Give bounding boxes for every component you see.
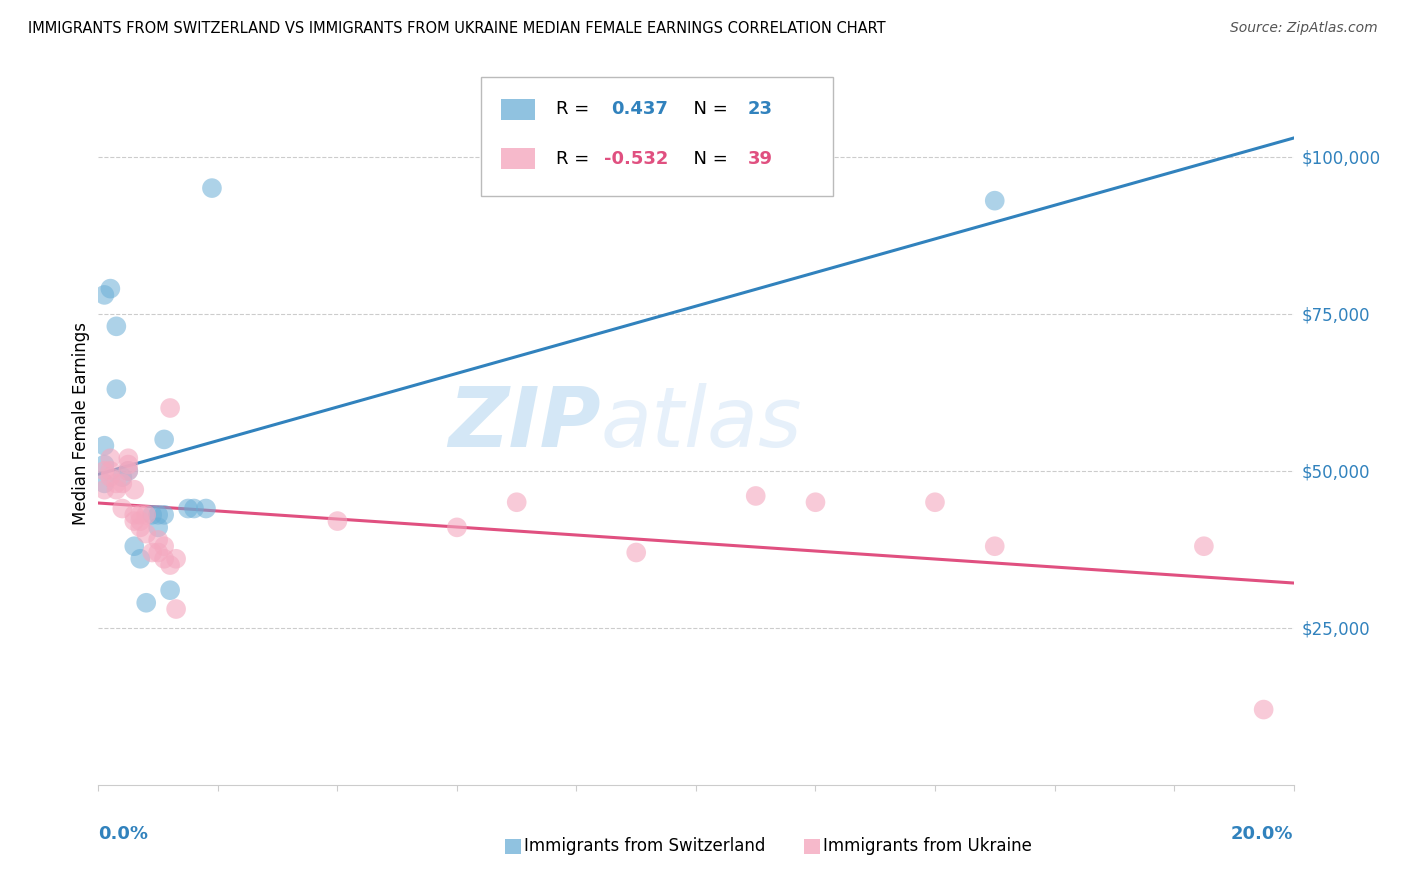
Text: -0.532: -0.532: [605, 150, 668, 168]
Text: Source: ZipAtlas.com: Source: ZipAtlas.com: [1230, 21, 1378, 35]
Point: [111, 476, 134, 491]
Point: [135, 526, 157, 541]
Point: [124, 508, 146, 522]
Point: [153, 508, 176, 522]
Point: [117, 464, 139, 478]
Text: 0.0%: 0.0%: [98, 825, 149, 843]
FancyBboxPatch shape: [804, 839, 820, 854]
Point: [141, 508, 163, 522]
Point: [129, 508, 152, 522]
FancyBboxPatch shape: [501, 148, 534, 169]
Point: [148, 520, 170, 534]
Point: [105, 319, 128, 334]
Point: [93, 483, 115, 497]
Point: [1192, 539, 1215, 553]
Text: 20.0%: 20.0%: [1232, 825, 1294, 843]
Point: [124, 483, 146, 497]
Point: [141, 545, 163, 559]
FancyBboxPatch shape: [505, 839, 522, 854]
Point: [129, 514, 152, 528]
Point: [148, 508, 170, 522]
Point: [148, 545, 170, 559]
Point: [93, 288, 115, 302]
Text: 23: 23: [748, 101, 772, 119]
Point: [93, 458, 115, 472]
Point: [159, 401, 181, 415]
Point: [93, 439, 115, 453]
Point: [148, 533, 170, 547]
Point: [111, 470, 134, 484]
Point: [984, 194, 1007, 208]
Point: [506, 495, 529, 509]
Point: [93, 464, 115, 478]
Point: [159, 558, 181, 572]
Point: [135, 596, 157, 610]
Point: [105, 483, 128, 497]
Text: R =: R =: [557, 150, 595, 168]
Point: [804, 495, 827, 509]
Point: [153, 433, 176, 447]
Point: [745, 489, 768, 503]
Text: 0.437: 0.437: [612, 101, 668, 119]
Point: [129, 551, 152, 566]
Point: [165, 551, 187, 566]
Y-axis label: Median Female Earnings: Median Female Earnings: [72, 322, 90, 525]
Point: [177, 501, 200, 516]
Point: [93, 476, 115, 491]
Text: IMMIGRANTS FROM SWITZERLAND VS IMMIGRANTS FROM UKRAINE MEDIAN FEMALE EARNINGS CO: IMMIGRANTS FROM SWITZERLAND VS IMMIGRANT…: [28, 21, 886, 36]
Point: [183, 501, 205, 516]
Text: ZIP: ZIP: [447, 384, 600, 464]
FancyBboxPatch shape: [481, 77, 834, 196]
Point: [98, 464, 122, 478]
Point: [98, 470, 122, 484]
Text: Immigrants from Switzerland: Immigrants from Switzerland: [524, 838, 765, 855]
Text: Immigrants from Ukraine: Immigrants from Ukraine: [823, 838, 1032, 855]
Text: atlas: atlas: [600, 384, 801, 464]
Point: [1253, 702, 1275, 716]
Point: [135, 508, 157, 522]
Point: [117, 451, 139, 466]
Point: [98, 282, 122, 296]
Point: [105, 476, 128, 491]
Text: N =: N =: [682, 101, 733, 119]
FancyBboxPatch shape: [501, 99, 534, 120]
Point: [165, 602, 187, 616]
Point: [124, 514, 146, 528]
Point: [626, 545, 648, 559]
Point: [984, 539, 1007, 553]
Point: [129, 520, 152, 534]
Point: [124, 539, 146, 553]
Point: [924, 495, 946, 509]
Text: 39: 39: [748, 150, 772, 168]
Point: [326, 514, 349, 528]
Point: [201, 181, 224, 195]
Text: R =: R =: [557, 101, 595, 119]
Text: N =: N =: [682, 150, 733, 168]
Point: [117, 464, 139, 478]
Point: [446, 520, 468, 534]
Point: [111, 501, 134, 516]
Point: [153, 551, 176, 566]
Point: [153, 539, 176, 553]
Point: [195, 501, 218, 516]
Point: [159, 583, 181, 598]
Point: [117, 458, 139, 472]
Point: [98, 451, 122, 466]
Point: [105, 382, 128, 396]
